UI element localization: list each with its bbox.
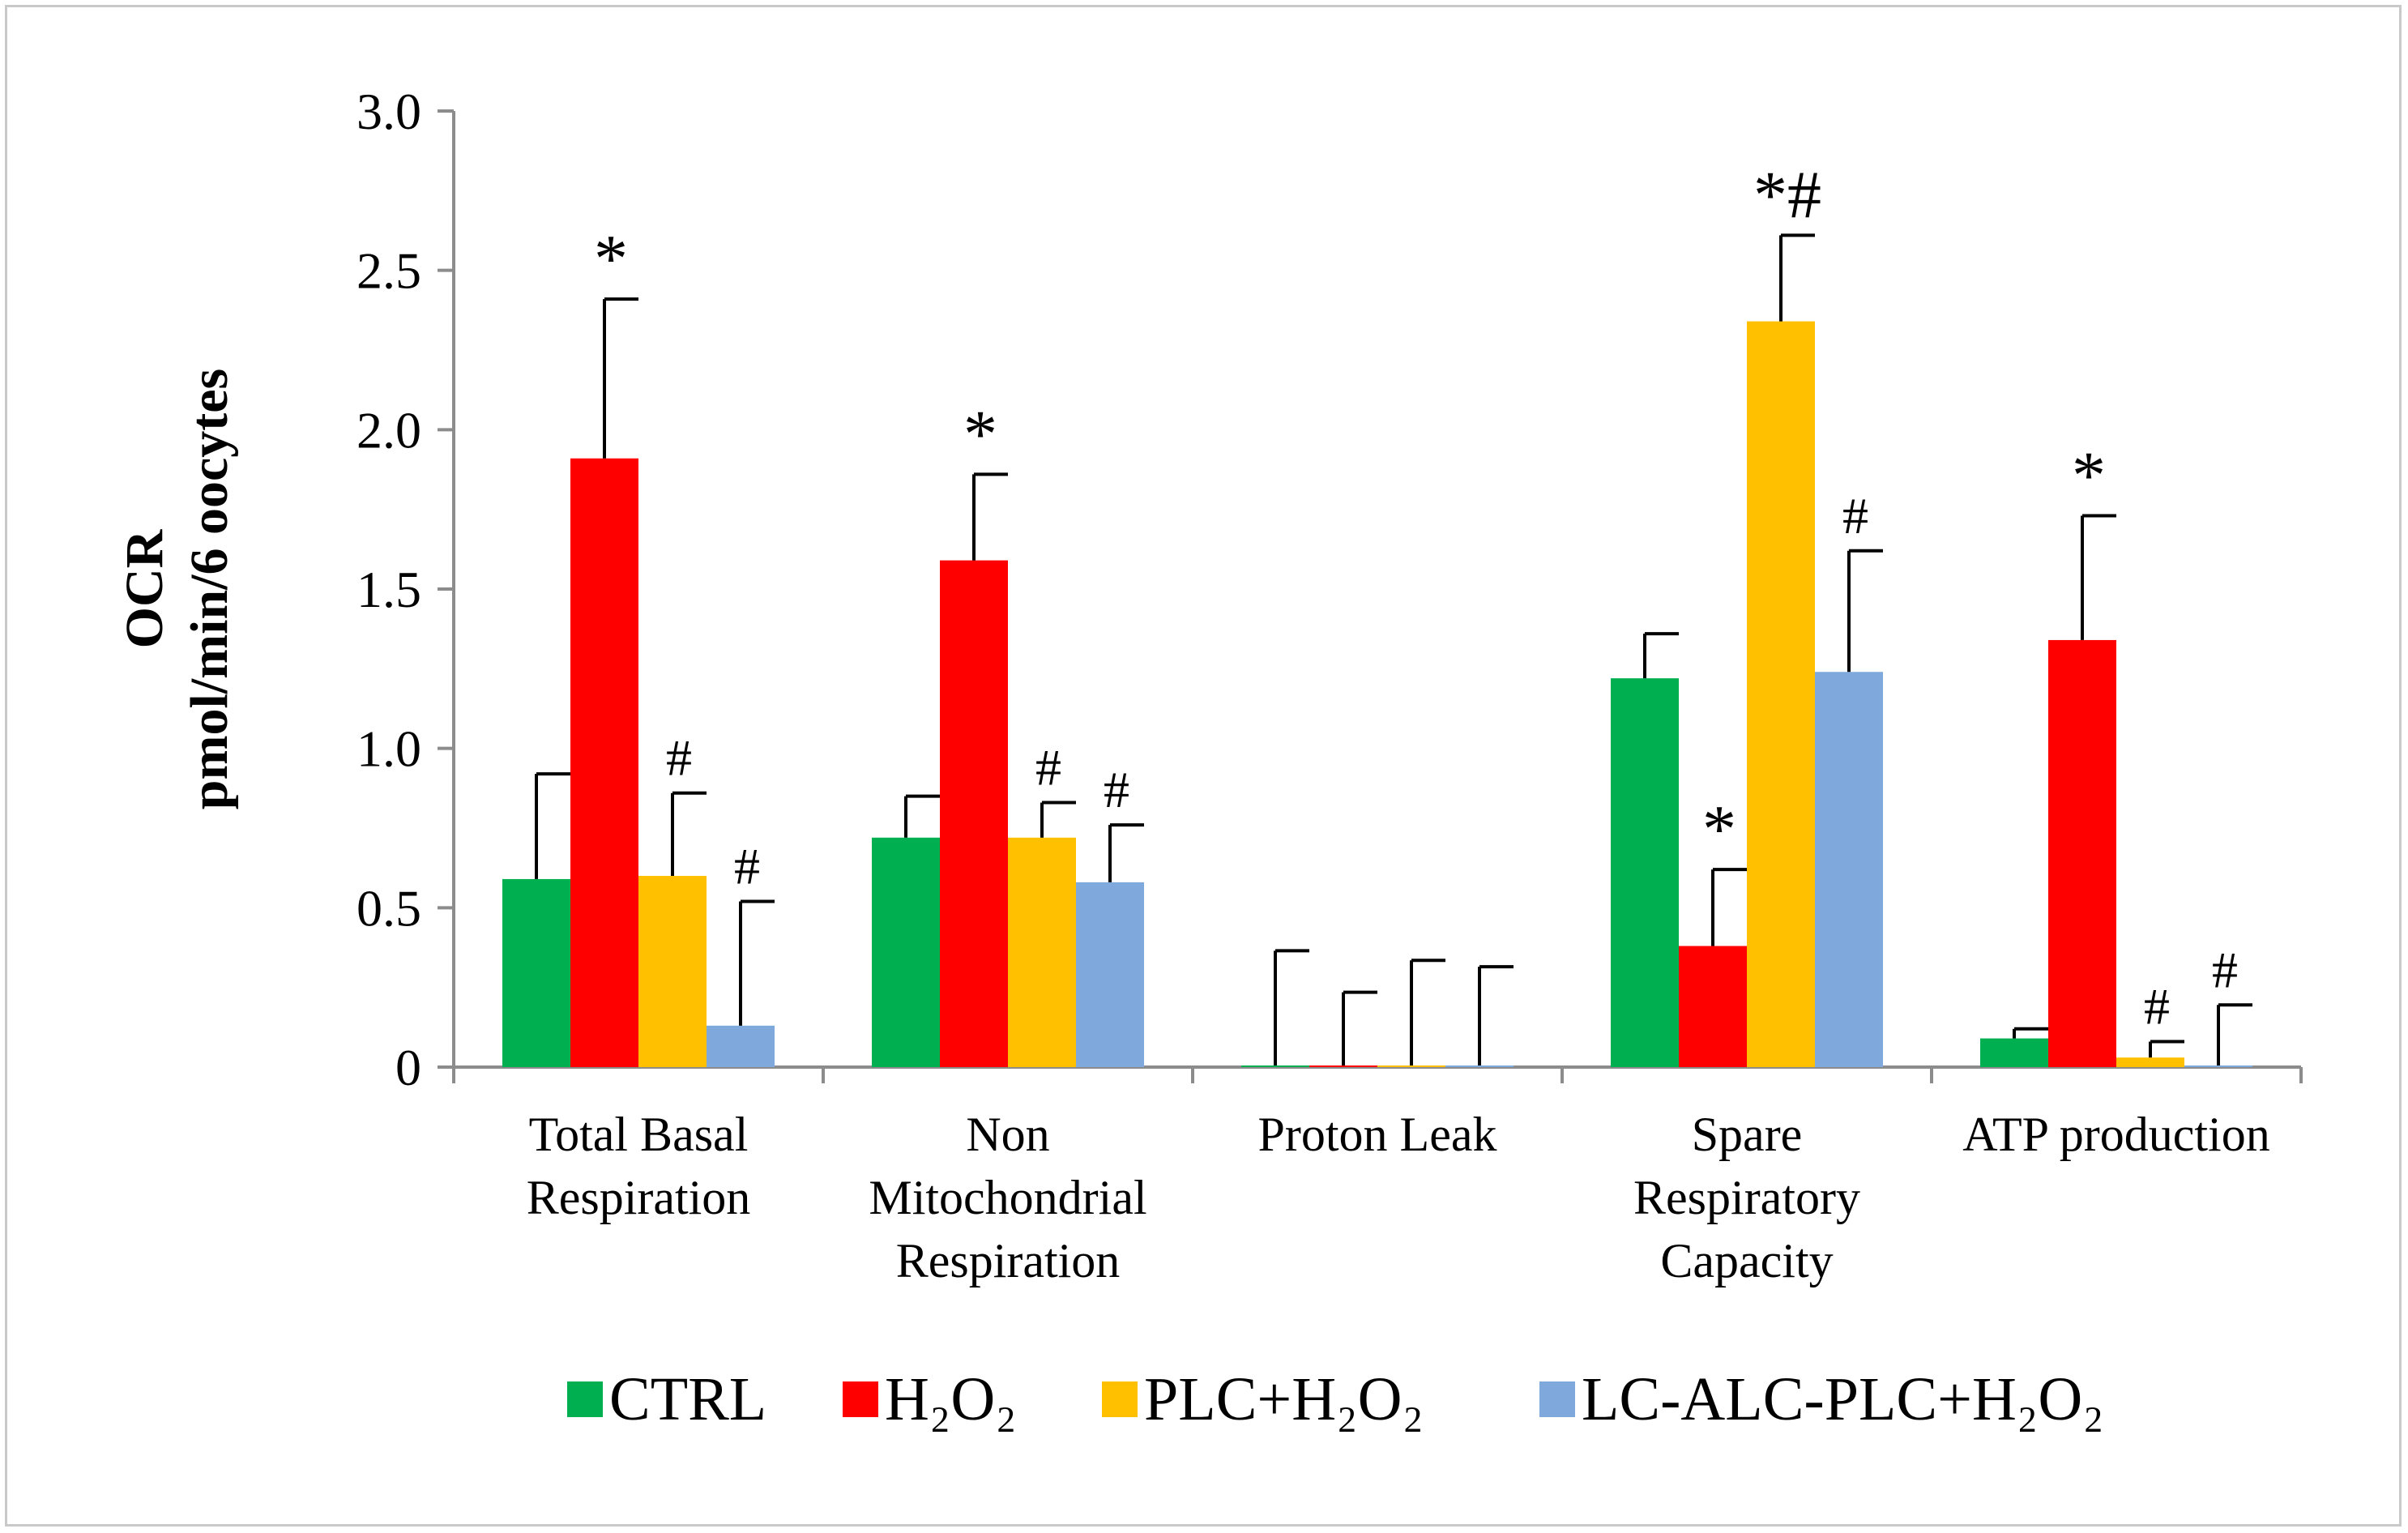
significance-marker: *# [1753,157,1821,233]
y-tick-label: 1.5 [357,561,421,618]
bar [1076,882,1144,1067]
legend: CTRL H₂O₂ PLC+H₂O₂ LC-ALC-PLC+H₂O₂ [567,1365,2104,1433]
legend-label: LC-ALC-PLC+H₂O₂ [1582,1365,2104,1433]
bar [1815,672,1883,1067]
bar [707,1025,775,1067]
significance-annotations: ****# #*###### [594,157,2238,1035]
legend-swatch [1539,1381,1575,1417]
bar [1309,1065,1377,1067]
significance-marker: * [963,396,997,472]
x-category-label: Respiration [527,1171,751,1224]
bar [940,560,1008,1067]
legend-swatch [567,1381,603,1417]
significance-marker: # [666,729,692,787]
legend-label: H₂O₂ [885,1365,1017,1433]
bar [638,876,707,1067]
y-axis-label-line1: OCR [115,528,174,648]
bar [1445,1065,1514,1067]
y-tick-label: 1.0 [357,720,421,778]
bar [1377,1065,1445,1067]
y-axis-label: OCR pmol/min/6 oocytes [115,369,239,809]
x-category-label: Proton Leak [1258,1108,1497,1161]
y-tick-label: 0.5 [357,879,421,937]
significance-marker: # [1035,739,1061,796]
x-category-label: Capacity [1660,1234,1833,1287]
significance-marker: # [2212,941,2238,998]
y-tick-label: 3.0 [357,83,421,140]
bar [502,878,570,1067]
bar [1747,321,1815,1068]
y-tick-label: 2.5 [357,242,421,300]
bar [2048,639,2116,1067]
bar [1008,837,1076,1067]
bar [570,458,638,1067]
bar [872,837,940,1067]
figure-frame [5,5,2402,1527]
legend-label: CTRL [609,1365,766,1433]
bar [2184,1065,2252,1067]
bar [1241,1065,1309,1067]
significance-marker: # [1842,487,1868,544]
y-axis-label-line2: pmol/min/6 oocytes [180,369,239,809]
x-category-label: Total Basal [529,1108,749,1161]
significance-marker: # [734,837,760,895]
x-category-label: Non [966,1108,1049,1161]
bars [502,321,2252,1068]
significance-marker: * [594,221,628,297]
y-tick-label: 0 [395,1039,421,1096]
x-category-label: Respiratory [1633,1171,1860,1224]
axes: 0 0.5 1.0 1.5 2.0 2.5 3.0 OCR pmol/min/6 oocytes… [115,83,2303,1287]
significance-marker: * [1702,792,1736,867]
legend-swatch [1102,1381,1138,1417]
x-category-label: ATP production [1962,1108,2269,1161]
y-tick-label: 2.0 [357,401,421,459]
bar [1611,678,1679,1067]
x-category-label: Mitochondrial [869,1171,1146,1224]
significance-marker: # [2144,978,2170,1036]
legend-swatch [843,1381,878,1417]
significance-marker: * [2072,438,2106,514]
significance-marker: # [1104,761,1129,818]
bar [2116,1057,2184,1067]
error-bars [535,233,2252,1066]
bar [1980,1038,2048,1067]
legend-label: PLC+H₂O₂ [1144,1365,1424,1433]
x-category-label: Respiration [896,1234,1121,1287]
x-category-label: Spare [1692,1108,1803,1161]
bar [1679,946,1747,1067]
